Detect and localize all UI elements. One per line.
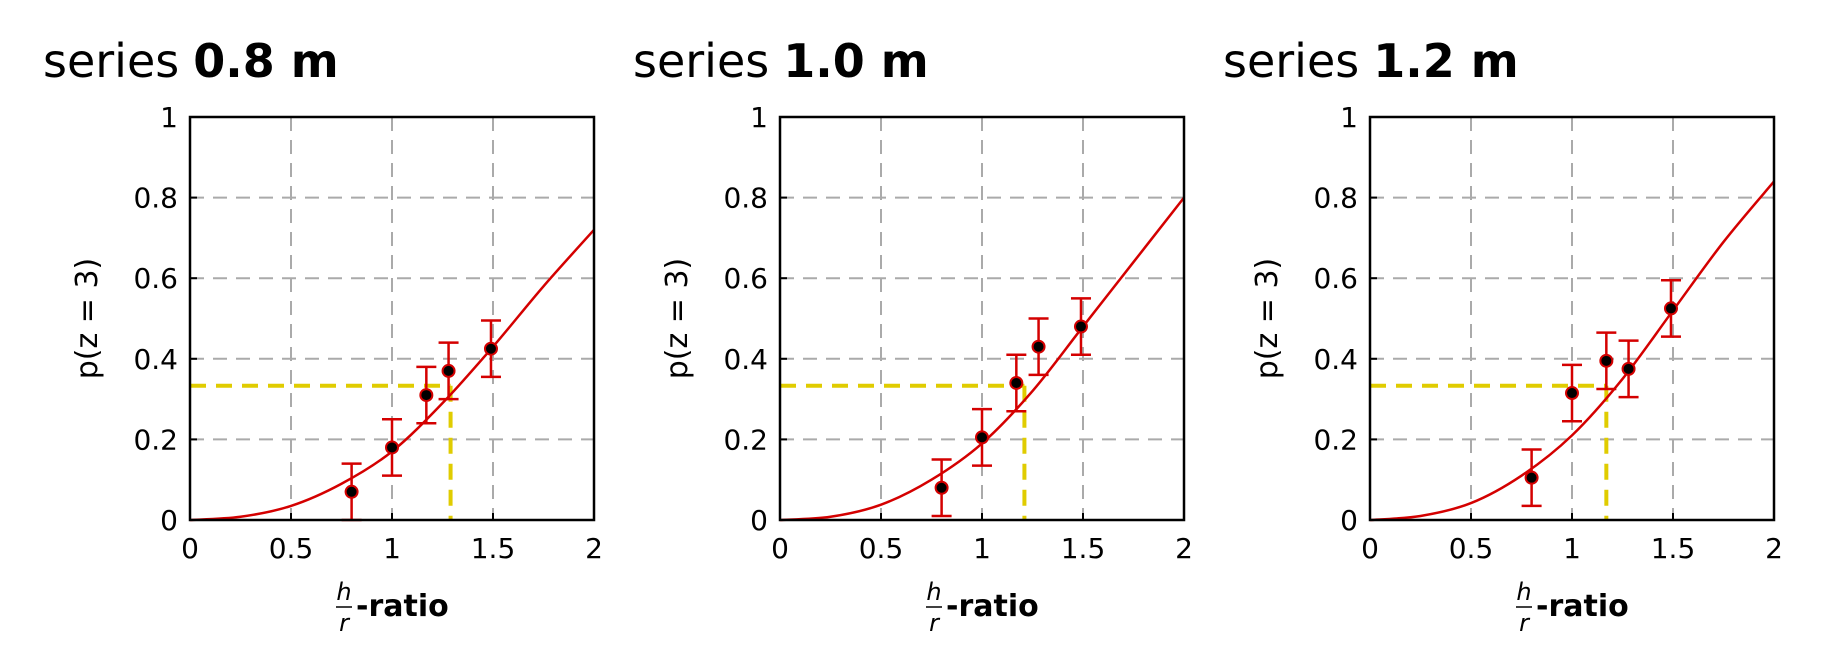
y-tick-label: 0: [750, 504, 768, 537]
x-label-denominator: r: [339, 609, 351, 637]
x-tick-label: 2: [1765, 532, 1783, 565]
x-tick-label: 1: [1563, 532, 1581, 565]
x-label-suffix: -ratio: [946, 589, 1039, 624]
y-tick-label: 0.4: [723, 343, 768, 376]
y-tick-label: 0.2: [1313, 423, 1358, 456]
y-tick-label: 1: [160, 101, 178, 134]
y-tick-label: 1: [1340, 101, 1358, 134]
fit-curve: [779, 196, 1185, 522]
y-tick-label: 1: [750, 101, 768, 134]
x-tick-label: 1: [383, 532, 401, 565]
x-tick-label: 1.5: [1061, 532, 1106, 565]
y-axis-label: p(z = 3): [70, 258, 105, 380]
data-point-1: [1565, 386, 1579, 401]
y-tick-label: 0.8: [723, 182, 768, 215]
x-tick-label: 1.5: [471, 532, 516, 565]
data-point-3: [1621, 361, 1636, 376]
panel-title: series 1.2 m: [1223, 34, 1519, 88]
title-prefix: series: [43, 34, 180, 88]
y-tick-label: 0.2: [133, 423, 178, 456]
x-label-numerator: h: [926, 578, 941, 606]
panel-title: series 0.8 m: [43, 34, 339, 88]
plot-area: 0 0.5 1 1.5 2 0 0.2 0.4 0.6 0.8 1 p(z = 3) hr -ratio: [1250, 101, 1783, 637]
x-tick-label: 1: [973, 532, 991, 565]
x-label-numerator: h: [1516, 578, 1531, 606]
x-label-denominator: r: [929, 609, 941, 637]
x-tick-label: 2: [585, 532, 603, 565]
y-tick-label: 0: [1340, 504, 1358, 537]
x-label-denominator: r: [1519, 609, 1531, 637]
chart-panel-1.0m: series 1.0 m 0 0.5 1 1.5 2 0 0.2 0.4 0.6 0.8 1 p(z =…: [590, 0, 1193, 658]
y-axis-label: p(z = 3): [1250, 258, 1285, 380]
data-point-2: [1009, 375, 1024, 390]
y-tick-label: 0.4: [133, 343, 178, 376]
data-point-1: [975, 430, 989, 445]
x-tick-label: 0.5: [859, 532, 904, 565]
y-tick-label: 0.6: [133, 262, 178, 295]
x-tick-label: 0.5: [1449, 532, 1494, 565]
x-tick-label: 0.5: [269, 532, 314, 565]
data-point-1: [385, 440, 399, 455]
grid: [1370, 117, 1774, 520]
x-label-suffix: -ratio: [356, 589, 449, 624]
data-point-3: [441, 363, 456, 378]
chart-panel-1.2m: series 1.2 m 0 0.5 1 1.5 2 0 0.2 0.4 0.6 0.8 1 p(z =…: [1180, 0, 1783, 658]
title-value: 0.8 m: [193, 34, 339, 88]
y-tick-label: 0: [160, 504, 178, 537]
y-tick-label: 0.6: [723, 262, 768, 295]
panel-title: series 1.0 m: [633, 34, 929, 88]
y-tick-label: 0.6: [1313, 262, 1358, 295]
x-tick-label: 0: [1361, 532, 1379, 565]
data-point-4: [1663, 301, 1678, 316]
x-tick-label: 2: [1175, 532, 1193, 565]
y-tick-label: 0.8: [133, 182, 178, 215]
x-tick-label: 0: [181, 532, 199, 565]
data-point-0: [1524, 470, 1539, 485]
title-prefix: series: [1223, 34, 1360, 88]
x-tick-label: 1.5: [1651, 532, 1696, 565]
data-point-2: [419, 388, 434, 403]
title-prefix: series: [633, 34, 770, 88]
data-point-2: [1599, 353, 1614, 368]
data-point-4: [1073, 319, 1088, 334]
data-point-0: [934, 480, 949, 495]
plot-area: 0 0.5 1 1.5 2 0 0.2 0.4 0.6 0.8 1 p(z = 3) hr -ratio: [70, 101, 603, 637]
plot-area: 0 0.5 1 1.5 2 0 0.2 0.4 0.6 0.8 1 p(z = 3) hr -ratio: [660, 101, 1193, 637]
y-tick-label: 0.2: [723, 423, 768, 456]
x-label-numerator: h: [336, 578, 351, 606]
x-label-suffix: -ratio: [1536, 589, 1629, 624]
data-point-0: [344, 484, 359, 499]
fit-curve: [1369, 180, 1775, 522]
y-axis-label: p(z = 3): [660, 258, 695, 380]
y-tick-label: 0.4: [1313, 343, 1358, 376]
chart-panel-0.8m: series 0.8 m 0 0.5 1 1.5 2 0 0.2 0.4 0.6 0.8 1 p(z =…: [0, 0, 603, 658]
title-value: 1.2 m: [1373, 34, 1519, 88]
axes-frame: [1368, 115, 1776, 522]
y-tick-label: 0.8: [1313, 182, 1358, 215]
title-value: 1.0 m: [783, 34, 929, 88]
data-point-4: [483, 341, 498, 356]
data-point-3: [1031, 339, 1046, 354]
x-tick-label: 0: [771, 532, 789, 565]
